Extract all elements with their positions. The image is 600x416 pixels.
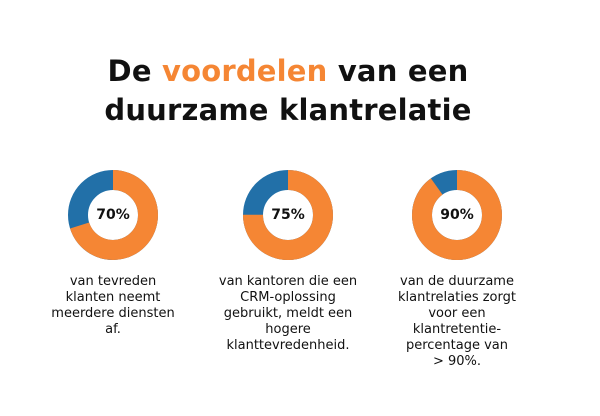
description-line: van de duurzame [400, 274, 514, 289]
stat-2: 75% van kantoren die een CRM-oplossing geb… [198, 170, 378, 354]
description-line: klanttevredenheid. [226, 338, 350, 353]
stat-1: 70% van tevreden klanten neemt meerdere di… [23, 170, 203, 338]
donut-svg-2 [243, 170, 333, 260]
title-line-2: duurzame klantrelatie [104, 93, 472, 127]
description-line: percentage van [405, 338, 509, 353]
description-line: voor een [428, 306, 486, 321]
description-line: klantrelaties zorgt [398, 290, 516, 305]
donut-slice-main-2 [243, 170, 333, 260]
donut-label-1: 70% [96, 207, 130, 223]
title-line-1: De voordelen van een [0, 52, 576, 91]
stat-description-2: van kantoren die een CRM-oplossing gebruik… [219, 274, 357, 354]
description-line: meerdere diensten [51, 306, 175, 321]
description-line: CRM-oplossing [240, 290, 336, 305]
stat-3: 90% van de duurzame klantrelaties zorgt vo… [367, 170, 547, 370]
donut-chart-1: 70% [68, 170, 158, 260]
donut-svg-3 [412, 170, 502, 260]
description-line: > 90%. [432, 354, 482, 369]
donut-svg-1 [68, 170, 158, 260]
stat-description-3: van de duurzame klantrelaties zorgt voor e… [398, 274, 516, 370]
stat-description-1: van tevreden klanten neemt meerdere dienst… [51, 274, 174, 338]
title-post: van een [327, 54, 469, 88]
description-line: af. [105, 322, 121, 337]
title-pre: De [107, 54, 162, 88]
title-accent: voordelen [161, 54, 328, 88]
description-line: klantretentie- [412, 322, 502, 337]
donut-label-3: 90% [440, 207, 474, 223]
donut-slice-main-1 [68, 170, 158, 260]
description-line: van tevreden [69, 274, 157, 289]
description-line: gebruikt, meldt een [223, 306, 353, 321]
donut-slice-main-3 [412, 170, 502, 260]
donut-label-2: 75% [271, 207, 305, 223]
description-line: hogere [265, 322, 311, 337]
page-title: De voordelen van een duurzame klantrelat… [0, 52, 576, 130]
donut-chart-3: 90% [412, 170, 502, 260]
description-line: klanten neemt [65, 290, 161, 305]
description-line: van kantoren die een [218, 274, 358, 289]
donut-chart-2: 75% [243, 170, 333, 260]
